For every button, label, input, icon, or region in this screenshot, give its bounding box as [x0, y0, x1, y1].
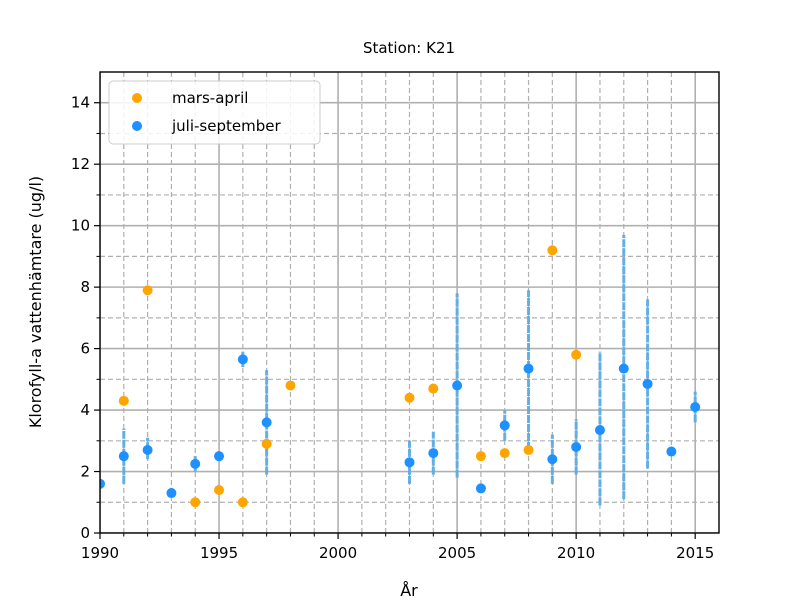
legend: mars-april juli-september: [108, 80, 321, 145]
y-tick-label: 2: [80, 463, 90, 481]
data-point-juli-september: [142, 445, 153, 456]
x-tick-label: 1995: [200, 544, 238, 562]
data-point-mars-april: [428, 383, 439, 394]
y-tick-label: 8: [80, 278, 90, 296]
data-point-juli-september: [428, 448, 439, 459]
data-point-mars-april: [404, 392, 415, 403]
y-tick-label: 0: [80, 524, 90, 542]
data-point-mars-april: [499, 448, 510, 459]
data-point-juli-september: [690, 401, 701, 412]
data-point-juli-september: [190, 458, 201, 469]
x-tick-label: 2000: [319, 544, 357, 562]
y-tick-label: 14: [71, 94, 90, 112]
data-point-mars-april: [261, 438, 272, 449]
data-group: [100, 234, 701, 508]
legend-label: mars-april: [172, 89, 248, 107]
x-axis-label: År: [400, 581, 418, 599]
data-point-mars-april: [475, 451, 486, 462]
data-point-juli-september: [523, 363, 534, 374]
data-point-juli-september: [642, 378, 653, 389]
data-point-juli-september: [118, 451, 129, 462]
data-point-mars-april: [214, 484, 225, 495]
data-point-juli-september: [666, 446, 677, 457]
data-point-juli-september: [166, 488, 177, 499]
y-tick-label: 6: [80, 340, 90, 358]
plot-layer: 1990 1995 2000 2005 2010 2015 0 2 4 6 8 10 12 14 mars-…: [71, 71, 720, 562]
y-tick-label: 4: [80, 401, 90, 419]
data-point-juli-september: [499, 420, 510, 431]
legend-box: [108, 80, 321, 145]
legend-label: juli-september: [171, 117, 281, 135]
data-point-mars-april: [547, 245, 558, 256]
y-axis-label: Klorofyll-a vattenhämtare (ug/l): [26, 176, 45, 428]
data-point-juli-september: [452, 380, 463, 391]
y-tick-label: 10: [71, 217, 90, 235]
data-point-juli-september: [404, 457, 415, 468]
x-tick-label: 2005: [438, 544, 476, 562]
chart-title: Station: K21: [363, 39, 455, 57]
data-point-juli-september: [237, 354, 248, 365]
data-point-mars-april: [190, 497, 201, 508]
data-point-juli-september: [475, 483, 486, 494]
y-tick-label: 12: [71, 155, 90, 173]
data-point-juli-september: [618, 363, 629, 374]
data-point-juli-september: [571, 441, 582, 452]
data-point-mars-april: [142, 285, 153, 296]
data-point-juli-september: [100, 478, 105, 489]
legend-marker: [132, 93, 142, 103]
x-tick-label: 2015: [676, 544, 714, 562]
x-tick-label: 2010: [557, 544, 595, 562]
data-point-juli-september: [261, 417, 272, 428]
data-point-mars-april: [118, 395, 129, 406]
data-point-juli-september: [547, 454, 558, 465]
x-tick-label: 1990: [81, 544, 119, 562]
data-point-mars-april: [523, 445, 534, 456]
data-point-juli-september: [594, 425, 605, 436]
legend-marker: [132, 121, 142, 131]
data-point-mars-april: [571, 349, 582, 360]
data-point-juli-september: [214, 451, 225, 462]
data-point-mars-april: [237, 497, 248, 508]
data-point-mars-april: [285, 380, 296, 391]
